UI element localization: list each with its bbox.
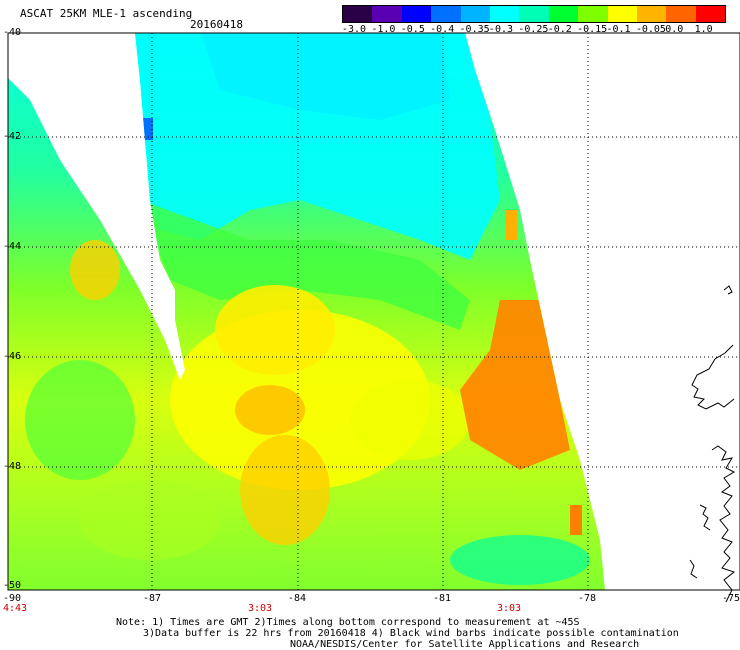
colorbar-label: -0.05 [635, 24, 666, 35]
colorbar-label: -0.35 [459, 24, 490, 35]
lat-label: -50 [3, 580, 22, 591]
lat-label: -46 [3, 351, 22, 362]
colorbar-label: -0.25 [518, 24, 549, 35]
colorbar-labels: -3.0 -1.0 -0.5 -0.4 -0.35 -0.3 -0.25 -0.2 -0.15-… [330, 25, 740, 35]
time-label: 3:03 [248, 603, 273, 614]
colorbar-segment [666, 6, 696, 22]
lat-label: -44 [3, 241, 22, 252]
colorbar-segment [519, 6, 549, 22]
time-label: 4:43 [3, 603, 28, 614]
colorbar-label: -1.0 [371, 24, 396, 35]
colorbar-segment [695, 6, 726, 22]
lon-label: -78 [578, 593, 597, 604]
colorbar-segment [343, 6, 373, 22]
lon-label: -81 [433, 593, 452, 604]
wind-swath [8, 33, 605, 590]
colorbar-label: -0.5 [400, 24, 425, 35]
colorbar-segment [460, 6, 490, 22]
graticule [8, 33, 740, 590]
time-label: 3:03 [497, 603, 522, 614]
colorbar-label: -0.3 [488, 24, 514, 35]
colorbar-segment [489, 6, 520, 22]
lon-label: -84 [288, 593, 307, 604]
coastline [689, 285, 736, 603]
colorbar-segment [607, 6, 637, 22]
colorbar-segment [372, 6, 402, 22]
lon-label: -90 [3, 593, 22, 604]
colorbar-segment [401, 6, 432, 22]
note-line-1: Note: 1) Times are GMT 2)Times along bot… [116, 617, 580, 628]
lon-label: -87 [143, 593, 162, 604]
colorbar [342, 5, 726, 23]
map-frame [7, 32, 740, 591]
colorbar-label: -3.0 [342, 24, 367, 35]
lat-label: -42 [3, 131, 22, 142]
colorbar-segment [636, 6, 667, 22]
lon-label: -75 [722, 593, 740, 604]
colorbar-segment [431, 6, 461, 22]
product-title: ASCAT 25KM MLE-1 ascending [20, 7, 193, 20]
colorbar-label: -0.1 [606, 24, 631, 35]
colorbar-segment [578, 6, 608, 22]
note-line-2: 3)Data buffer is 22 hrs from 20160418 4)… [143, 628, 679, 639]
colorbar-label: 1.0 [694, 24, 713, 35]
colorbar-label: -0.15 [577, 24, 608, 35]
lat-label: -48 [3, 461, 22, 472]
note-line-3: NOAA/NESDIS/Center for Satellite Applica… [290, 639, 640, 650]
colorbar-label: -0.4 [430, 24, 455, 35]
product-date: 20160418 [190, 18, 243, 31]
lat-label: -40 [3, 27, 22, 38]
colorbar-segment [548, 6, 579, 22]
colorbar-label: -0.2 [547, 24, 572, 35]
colorbar-label: 0.0 [665, 24, 684, 35]
